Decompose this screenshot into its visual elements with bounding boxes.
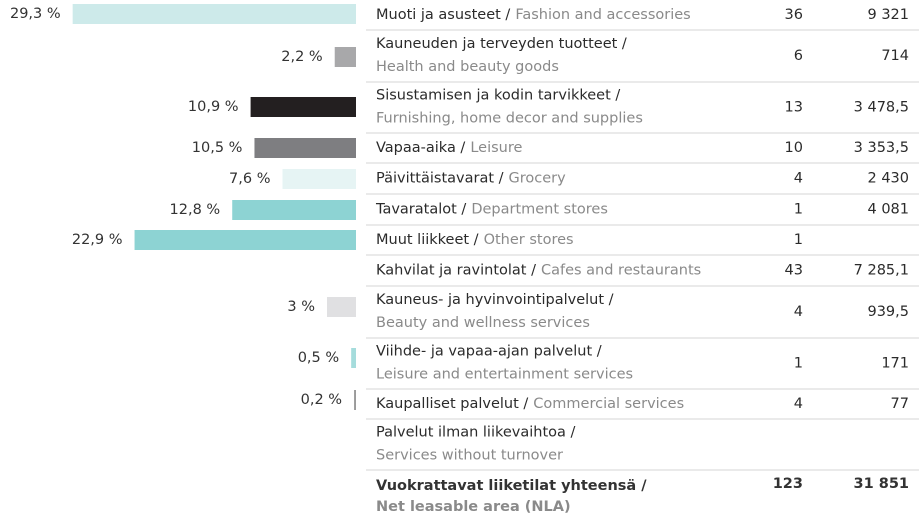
category-fi: Kauneuden ja terveyden tuotteet / (376, 36, 627, 52)
value-label: 12,8 % (170, 202, 221, 218)
category-en: Other stores (484, 232, 574, 248)
bar (134, 230, 356, 250)
category-fi: Kaupalliset palvelut / Commercial service… (376, 396, 684, 412)
value-label: 10,9 % (188, 99, 239, 115)
total-count: 123 (773, 476, 803, 492)
category-fi: Muoti ja asusteet / Fashion and accessori… (376, 7, 691, 23)
value-label: 10,5 % (192, 140, 243, 156)
count: 1 (794, 356, 803, 372)
value-label: 2,2 % (281, 49, 322, 65)
category-fi: Tavaratalot / (375, 202, 466, 218)
area: 171 (881, 356, 909, 372)
total-en: Net leasable area (NLA) (376, 499, 571, 514)
value-label: 0,5 % (298, 350, 339, 366)
category-en: Beauty and wellness services (376, 315, 590, 331)
category-en: Furnishing, home decor and supplies (376, 111, 643, 127)
category-en: Health and beauty goods (376, 59, 559, 75)
area: 4 081 (867, 202, 909, 218)
bar (326, 297, 356, 317)
area: 77 (891, 396, 909, 412)
bar (232, 200, 356, 220)
value-label: 22,9 % (72, 232, 123, 248)
category-en: Leisure (470, 140, 522, 156)
value-label: 29,3 % (10, 6, 61, 22)
count: 4 (794, 171, 803, 187)
bar (351, 348, 356, 368)
area: 939,5 (867, 304, 909, 320)
area: 2 430 (867, 171, 909, 187)
category-fi: Sisustamisen ja kodin tarvikkeet / (376, 88, 620, 104)
category-en: Grocery (509, 171, 567, 187)
total-fi: Vuokrattavat liiketilat yhteensä / (376, 478, 647, 494)
bar (354, 390, 356, 410)
bar (282, 169, 356, 189)
value-label: 3 % (287, 299, 315, 315)
area: 3 478,5 (854, 100, 909, 116)
bar (250, 97, 356, 117)
count: 43 (785, 263, 803, 279)
category-fi: Muut liikkeet / (376, 232, 479, 248)
value-label: 7,6 % (229, 171, 270, 187)
category-en: Fashion and accessories (515, 7, 690, 23)
bar (72, 4, 356, 24)
bar (334, 47, 356, 67)
count: 6 (794, 48, 803, 64)
count: 4 (794, 396, 803, 412)
count: 4 (794, 304, 803, 320)
area: 3 353,5 (854, 140, 909, 156)
category-en: Commercial services (533, 396, 684, 412)
count: 36 (785, 7, 803, 23)
category-fi: Kaupalliset palvelut / (376, 396, 528, 412)
count: 10 (785, 140, 803, 156)
area: 7 285,1 (854, 263, 909, 279)
area: 714 (881, 48, 909, 64)
count: 1 (794, 232, 803, 248)
category-fi: Kahvilat ja ravintolat / Cafes and restau… (376, 263, 701, 279)
count: 13 (785, 100, 803, 116)
category-fi: Tavaratalot / Department stores (375, 202, 608, 218)
category-en: Leisure and entertainment services (376, 367, 633, 383)
category-fi: Vapaa-aika / Leisure (376, 140, 522, 156)
area: 9 321 (867, 7, 909, 23)
category-fi: Päivittäistavarat / Grocery (376, 171, 566, 187)
count: 1 (794, 202, 803, 218)
category-en: Department stores (471, 202, 608, 218)
category-en: Services without turnover (376, 448, 563, 464)
category-fi: Kauneus- ja hyvinvointipalvelut / (376, 292, 614, 308)
category-fi: Vapaa-aika / (376, 140, 465, 156)
category-en: Cafes and restaurants (541, 263, 701, 279)
category-fi: Kahvilat ja ravintolat / (376, 263, 536, 279)
category-fi: Palvelut ilman liikevaihtoa / (376, 425, 576, 441)
category-fi: Muut liikkeet / Other stores (376, 232, 574, 248)
category-fi: Päivittäistavarat / (376, 171, 504, 187)
category-fi: Viihde- ja vapaa-ajan palvelut / (376, 344, 602, 360)
bar (254, 138, 356, 158)
category-fi: Muoti ja asusteet / (376, 7, 510, 23)
total-area: 31 851 (854, 476, 910, 492)
value-label: 0,2 % (301, 392, 342, 408)
